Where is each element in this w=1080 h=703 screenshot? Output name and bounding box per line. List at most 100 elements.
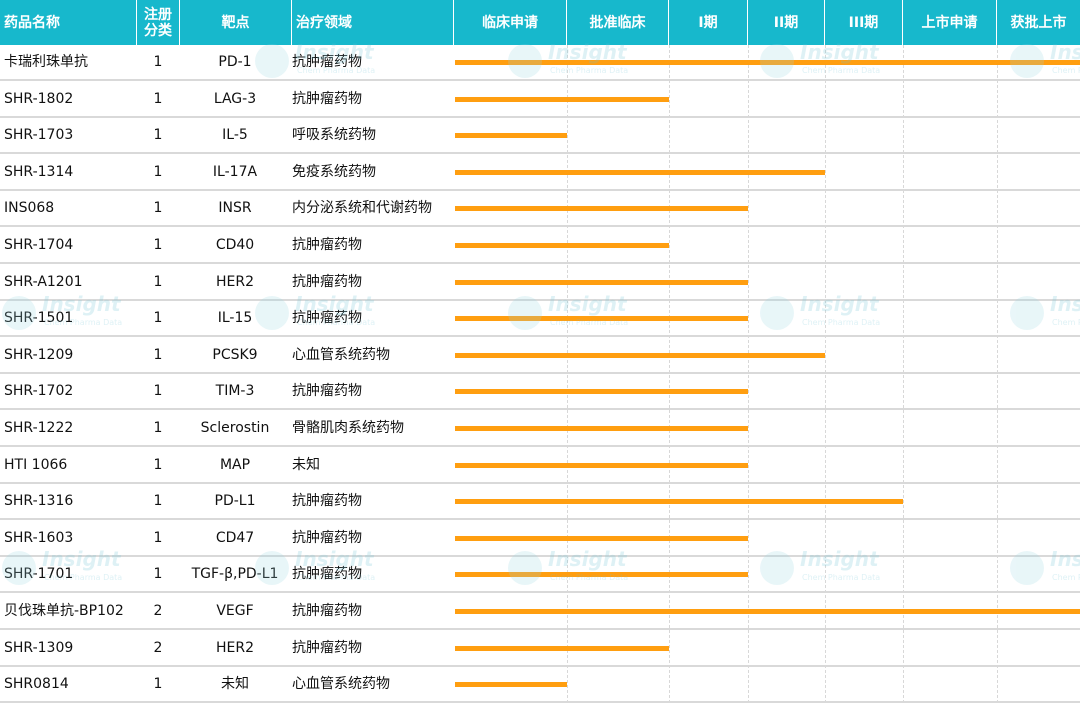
drug-name: SHR-1704	[4, 237, 74, 253]
progress-bar	[455, 682, 567, 688]
therapeutic-area: 抗肿瘤药物	[292, 529, 362, 546]
drug-name: SHR-1701	[4, 566, 74, 583]
progress-bar	[455, 316, 748, 322]
table-row: SHR-1701 1 TGF-β,PD-L1 抗肿瘤药物	[0, 557, 1080, 594]
table-row: SHR-1314 1 IL-17A 免疫系统药物	[0, 155, 1080, 191]
progress-bar	[455, 572, 748, 578]
drug-name: SHR-1314	[4, 163, 74, 180]
therapeutic-area: 抗肿瘤药物	[292, 273, 362, 290]
target: INSR	[218, 200, 252, 217]
target: HER2	[215, 273, 254, 290]
registration-class: 1	[153, 127, 163, 144]
therapeutic-area: 抗肿瘤药物	[292, 90, 362, 107]
drug-name: SHR-1222	[4, 420, 74, 436]
progress-bar	[455, 609, 1080, 614]
drug-name: SHR-1501	[4, 310, 74, 327]
table-row: SHR-1501 1 IL-15 抗肿瘤药物	[0, 301, 1080, 338]
drug-name: SHR0814	[4, 676, 69, 693]
gridline-3	[825, 45, 826, 703]
therapeutic-area: 抗肿瘤药物	[292, 639, 362, 656]
gridline-4	[903, 45, 904, 703]
drug-name: 贝伐珠单抗-BP102	[4, 603, 124, 619]
table-header: 药品名称 注册分类 靶点 治疗领域 临床申请 批准临床 I期 II期 III期 上市申请 获批上市	[0, 0, 1080, 45]
therapeutic-area: 呼吸系统药物	[292, 127, 376, 144]
table-row: HTI 1066 1 MAP 未知	[0, 448, 1080, 484]
drug-name: SHR-1603	[4, 529, 74, 546]
therapeutic-area: 抗肿瘤药物	[292, 310, 362, 327]
progress-bar	[455, 60, 1080, 65]
drug-name: SHR-1209	[4, 346, 74, 363]
table-row: SHR-1603 1 CD47 抗肿瘤药物	[0, 521, 1080, 557]
target: CD47	[215, 529, 255, 546]
target: IL-17A	[212, 163, 258, 180]
target: Sclerostin	[200, 420, 270, 436]
therapeutic-area: 抗肿瘤药物	[292, 237, 362, 253]
registration-class: 1	[153, 383, 163, 400]
target: HER2	[215, 639, 254, 656]
registration-class: 1	[153, 90, 163, 107]
stage-header-4: III期	[825, 0, 903, 45]
target: MAP	[219, 456, 251, 473]
target: LAG-3	[213, 90, 257, 107]
gridline-2	[748, 45, 749, 703]
table-row: 贝伐珠单抗-BP102 2 VEGF 抗肿瘤药物	[0, 594, 1080, 630]
progress-bar	[455, 133, 567, 139]
table-row: SHR-1309 2 HER2 抗肿瘤药物	[0, 631, 1080, 667]
progress-bar	[455, 426, 748, 431]
drug-name: SHR-1309	[4, 639, 74, 656]
gridline-0	[567, 45, 568, 703]
table-row: SHR-1703 1 IL-5 呼吸系统药物	[0, 118, 1080, 155]
registration-class: 1	[153, 54, 163, 70]
header-col-2: 靶点	[180, 0, 292, 45]
therapeutic-area: 抗肿瘤药物	[292, 54, 362, 70]
drug-name: INS068	[4, 200, 55, 217]
stage-header-2: I期	[669, 0, 748, 45]
progress-bar	[455, 96, 669, 102]
registration-class: 1	[153, 200, 163, 217]
progress-bar	[455, 499, 903, 505]
therapeutic-area: 心血管系统药物	[292, 676, 390, 693]
table-row: SHR-1316 1 PD-L1 抗肿瘤药物	[0, 484, 1080, 521]
registration-class: 1	[153, 676, 163, 693]
target: PD-L1	[214, 493, 256, 510]
registration-class: 1	[153, 566, 163, 583]
header-col-3: 治疗领域	[292, 0, 454, 45]
registration-class: 1	[153, 163, 163, 180]
progress-bar	[455, 243, 669, 248]
drug-name: SHR-1703	[4, 127, 74, 144]
therapeutic-area: 抗肿瘤药物	[292, 383, 362, 400]
drug-name: SHR-1802	[4, 90, 74, 107]
target: TGF-β,PD-L1	[191, 566, 279, 583]
table-row: SHR-1702 1 TIM-3 抗肿瘤药物	[0, 374, 1080, 411]
therapeutic-area: 心血管系统药物	[292, 346, 390, 363]
table-row: 卡瑞利珠单抗 1 PD-1 抗肿瘤药物	[0, 45, 1080, 81]
therapeutic-area: 内分泌系统和代谢药物	[292, 200, 432, 217]
gridline-1	[669, 45, 670, 703]
header-col-1: 注册分类	[137, 0, 180, 45]
stage-header-0: 临床申请	[454, 0, 567, 45]
therapeutic-area: 抗肿瘤药物	[292, 566, 362, 583]
stage-header-3: II期	[748, 0, 825, 45]
therapeutic-area: 骨骼肌肉系统药物	[292, 420, 404, 436]
table-row: SHR-1704 1 CD40 抗肿瘤药物	[0, 228, 1080, 264]
therapeutic-area: 未知	[292, 456, 320, 473]
registration-class: 1	[153, 529, 163, 546]
table-row: INS068 1 INSR 内分泌系统和代谢药物	[0, 191, 1080, 228]
header-col-1-text: 注册分类	[144, 6, 172, 39]
progress-bar	[455, 645, 669, 651]
target: VEGF	[216, 603, 254, 619]
registration-class: 2	[153, 603, 163, 619]
drug-name: 卡瑞利珠单抗	[4, 54, 88, 70]
drug-name: SHR-1702	[4, 383, 74, 400]
target: PCSK9	[212, 346, 258, 363]
gridline-5	[997, 45, 998, 703]
header-col-0: 药品名称	[0, 0, 137, 45]
drug-name: SHR-1316	[4, 493, 74, 510]
progress-bar	[455, 462, 748, 468]
progress-bar	[455, 169, 825, 175]
progress-bar	[455, 352, 825, 358]
table-row: SHR-1209 1 PCSK9 心血管系统药物	[0, 338, 1080, 374]
registration-class: 1	[153, 420, 163, 436]
stage-header-6: 获批上市	[1010, 14, 1067, 31]
registration-class: 1	[153, 237, 163, 253]
